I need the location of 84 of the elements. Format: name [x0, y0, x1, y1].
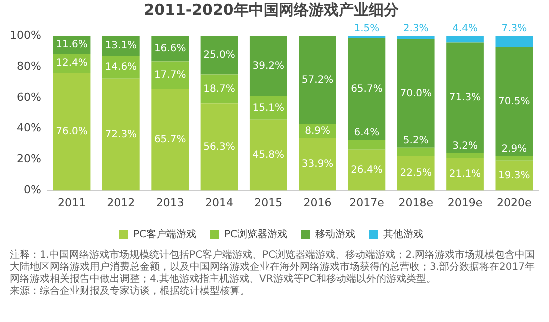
bar [446, 36, 484, 43]
data-label: 8.9% [305, 126, 331, 138]
bar [397, 36, 435, 40]
y-tick-label: 60% [16, 90, 42, 104]
x-tick-label: 2014 [205, 196, 234, 210]
data-label: 19.3% [498, 170, 530, 182]
bar [397, 156, 435, 191]
bar [496, 47, 534, 156]
data-label: 76.0% [56, 126, 88, 138]
data-label: 2.3% [403, 24, 429, 35]
bar [200, 74, 238, 104]
data-label: 22.5% [400, 168, 432, 179]
data-label: 7.3% [502, 24, 528, 35]
data-label: 18.7% [204, 84, 236, 95]
bar [496, 156, 534, 161]
data-label: 4.4% [452, 24, 478, 35]
data-label: 26.4% [351, 164, 383, 176]
bar [299, 36, 336, 125]
data-label: 3.2% [452, 140, 478, 152]
y-tick-label: 20% [16, 152, 42, 166]
bar [397, 40, 435, 148]
y-tick-label: 80% [16, 60, 42, 73]
data-label: 1.5% [354, 24, 380, 35]
bar [53, 73, 91, 191]
data-label: 25.0% [204, 50, 236, 61]
bar [446, 158, 484, 191]
y-tick-label: 0% [24, 184, 42, 197]
bar [348, 150, 386, 191]
data-label: 45.8% [252, 150, 285, 161]
x-tick-label: 2012 [107, 196, 136, 210]
data-label: 33.9% [302, 159, 334, 170]
bar [200, 36, 238, 75]
bar [446, 153, 484, 158]
text: 注释：1.中国网络游戏市场规模统计包括PC客户端游戏、PC浏览器端游戏、移动端游戏；2.网络游戏市场规模包含中国大陆地区网络游戏用户消费总金额，以及中国网络游戏企业在海外网络游戏市场获得的总营收；3.部分数据将在2017年网络游戏相关报告中做出调整；4.其他游戏指主机游戏、VR游戏等PC和移动端以外的游戏类型。 [10, 250, 536, 286]
bar [250, 96, 288, 120]
data-label: 72.3% [105, 129, 138, 140]
data-label: 70.5% [498, 96, 530, 108]
data-label: 56.3% [204, 142, 236, 153]
bar [250, 120, 288, 191]
legend-label: 移动游戏 [316, 228, 356, 241]
data-label: 6.4% [354, 128, 380, 139]
y-tick-label: 40% [16, 122, 42, 135]
data-label: 57.2% [302, 74, 334, 86]
data-label: 39.2% [252, 60, 285, 72]
data-label: 21.1% [449, 169, 482, 180]
x-tick-label: 2011 [58, 196, 86, 210]
x-tick-label: 2020e [497, 196, 532, 210]
legend-label: PC浏览器游戏 [224, 228, 288, 241]
x-tick-label: 2013 [156, 196, 184, 210]
data-label: 5.2% [403, 136, 429, 147]
bar [250, 36, 288, 97]
bar [102, 78, 140, 191]
x-tick-label: 2015 [254, 196, 283, 210]
legend-label: 其他游戏 [384, 228, 424, 241]
y-tick-label: 100% [10, 28, 42, 42]
bar [348, 38, 386, 140]
data-label: 65.7% [154, 134, 186, 146]
source-note: 来源：综合企业财报及专家访谈，根据统计模型核算。 [10, 286, 251, 298]
data-label: 71.3% [449, 92, 482, 104]
data-label: 17.7% [154, 70, 186, 81]
bar [200, 104, 238, 191]
data-label: 15.1% [252, 102, 285, 114]
x-tick-label: 2018e [398, 196, 434, 210]
chart-title: 2011-2020年中国网络游戏产业细分 [144, 0, 400, 19]
data-label: 14.6% [105, 62, 138, 74]
data-label: 13.1% [105, 40, 138, 52]
data-label: 11.6% [56, 40, 88, 51]
bar [496, 36, 534, 48]
bar [496, 160, 534, 191]
data-label: 12.4% [56, 58, 88, 70]
bar [397, 148, 435, 156]
data-label: 70.0% [400, 88, 432, 100]
bar [299, 138, 336, 191]
bar [348, 140, 386, 150]
legend-label: PC客户端游戏 [133, 228, 197, 241]
bar [446, 42, 484, 154]
x-tick-label: 2019e [448, 196, 483, 210]
bar [152, 89, 190, 191]
x-tick-label: 2016 [304, 196, 332, 210]
data-label: 2.9% [502, 144, 528, 156]
data-label: 16.6% [154, 43, 186, 54]
x-tick-label: 2017e [350, 196, 385, 210]
data-label: 65.7% [351, 84, 383, 95]
bar [152, 62, 190, 90]
